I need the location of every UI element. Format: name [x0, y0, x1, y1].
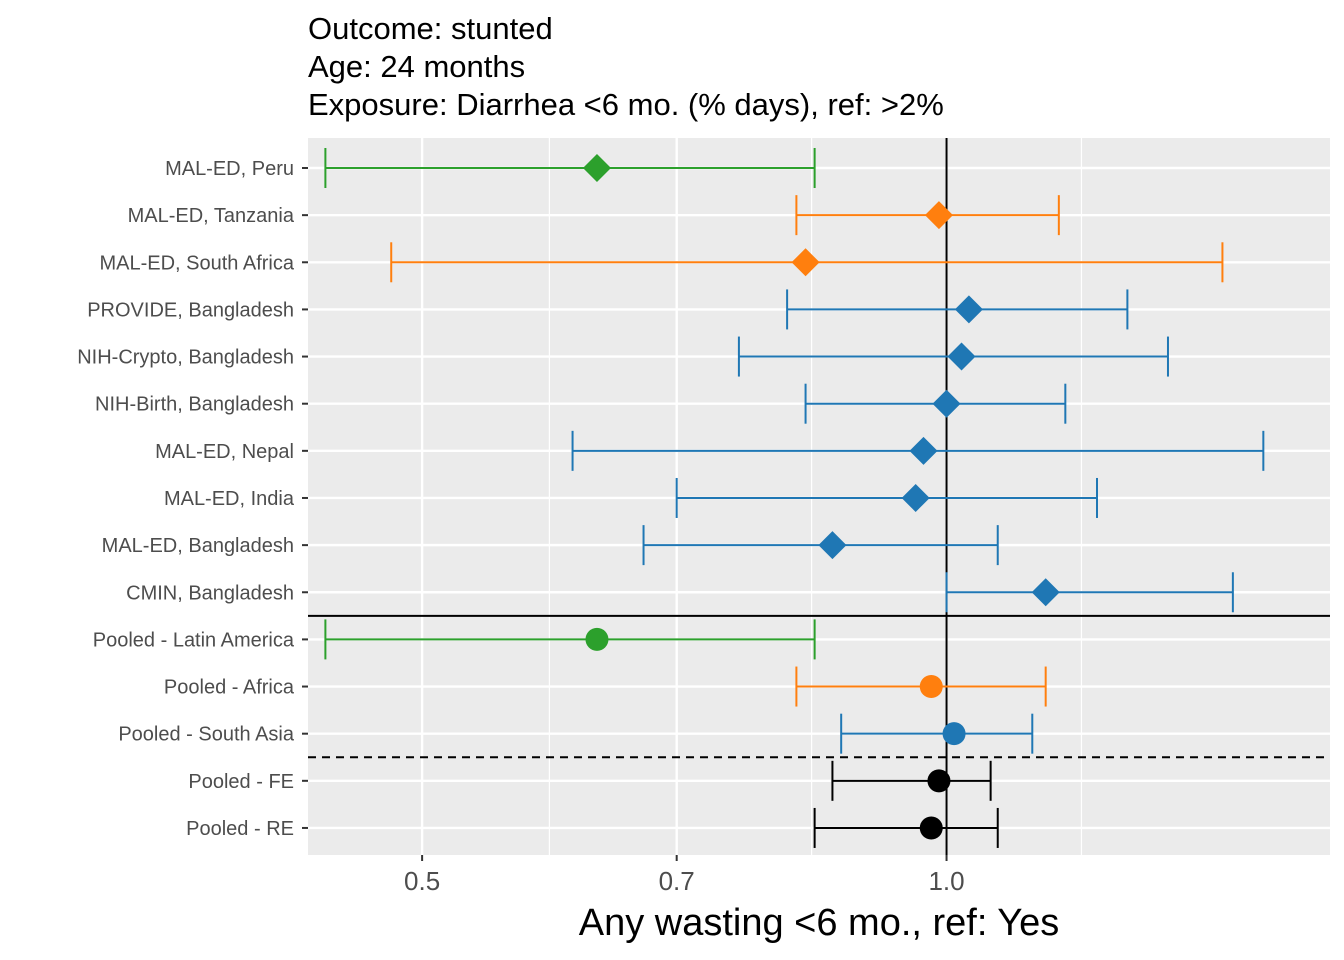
y-axis-label: NIH-Crypto, Bangladesh: [77, 347, 294, 369]
y-axis-label: Pooled - RE: [186, 818, 294, 840]
point-estimate-diamond: [924, 201, 953, 230]
point-estimate-diamond: [818, 531, 847, 560]
y-axis-label: PROVIDE, Bangladesh: [87, 299, 294, 321]
y-axis-label: CMIN, Bangladesh: [126, 582, 294, 604]
point-estimate-circle: [942, 722, 966, 746]
error-bar: [324, 148, 816, 188]
x-axis-tick-label: 0.7: [659, 866, 695, 896]
point-estimate-diamond: [791, 248, 820, 277]
chart-title-line-3: Exposure: Diarrhea <6 mo. (% days), ref:…: [308, 87, 944, 122]
chart-title-line-2: Age: 24 months: [308, 49, 526, 84]
point-estimate-diamond: [932, 389, 961, 418]
y-axis-label: NIH-Birth, Bangladesh: [95, 394, 294, 416]
error-bar: [945, 572, 1234, 613]
error-bar: [831, 760, 992, 801]
plot-panel: [308, 138, 1330, 855]
point-estimate-diamond: [1031, 578, 1060, 607]
y-axis-label: Pooled - Latin America: [93, 629, 295, 651]
point-estimate-circle: [927, 769, 951, 793]
y-axis-label: MAL-ED, Peru: [165, 158, 294, 180]
error-bar: [675, 477, 1098, 518]
error-bar: [813, 807, 999, 848]
point-estimate-diamond: [901, 483, 930, 512]
chart-title-line-1: Outcome: stunted: [308, 11, 553, 46]
y-axis-label: Pooled - FE: [188, 771, 294, 793]
y-axis-label: Pooled - Africa: [164, 677, 295, 699]
point-estimate-circle: [919, 675, 943, 699]
y-axis-label: MAL-ED, South Africa: [99, 252, 294, 274]
x-axis-title: Any wasting <6 mo., ref: Yes: [579, 902, 1060, 944]
y-axis-label: MAL-ED, Nepal: [155, 441, 294, 463]
y-axis-label: MAL-ED, Tanzania: [128, 205, 295, 227]
y-axis-label: Pooled - South Asia: [118, 724, 295, 746]
point-estimate-diamond: [954, 295, 983, 324]
point-estimate-diamond: [909, 436, 938, 465]
x-axis-tick-label: 1.0: [928, 866, 964, 896]
x-axis-tick-label: 0.5: [404, 866, 440, 896]
point-estimate-circle: [919, 816, 943, 840]
error-bar: [324, 619, 816, 660]
point-estimate-diamond: [582, 154, 611, 182]
y-axis-label: MAL-ED, India: [164, 488, 295, 510]
point-estimate-diamond: [947, 342, 976, 371]
error-bar: [840, 713, 1034, 754]
y-axis-label: MAL-ED, Bangladesh: [102, 535, 294, 557]
point-estimate-circle: [585, 627, 609, 651]
